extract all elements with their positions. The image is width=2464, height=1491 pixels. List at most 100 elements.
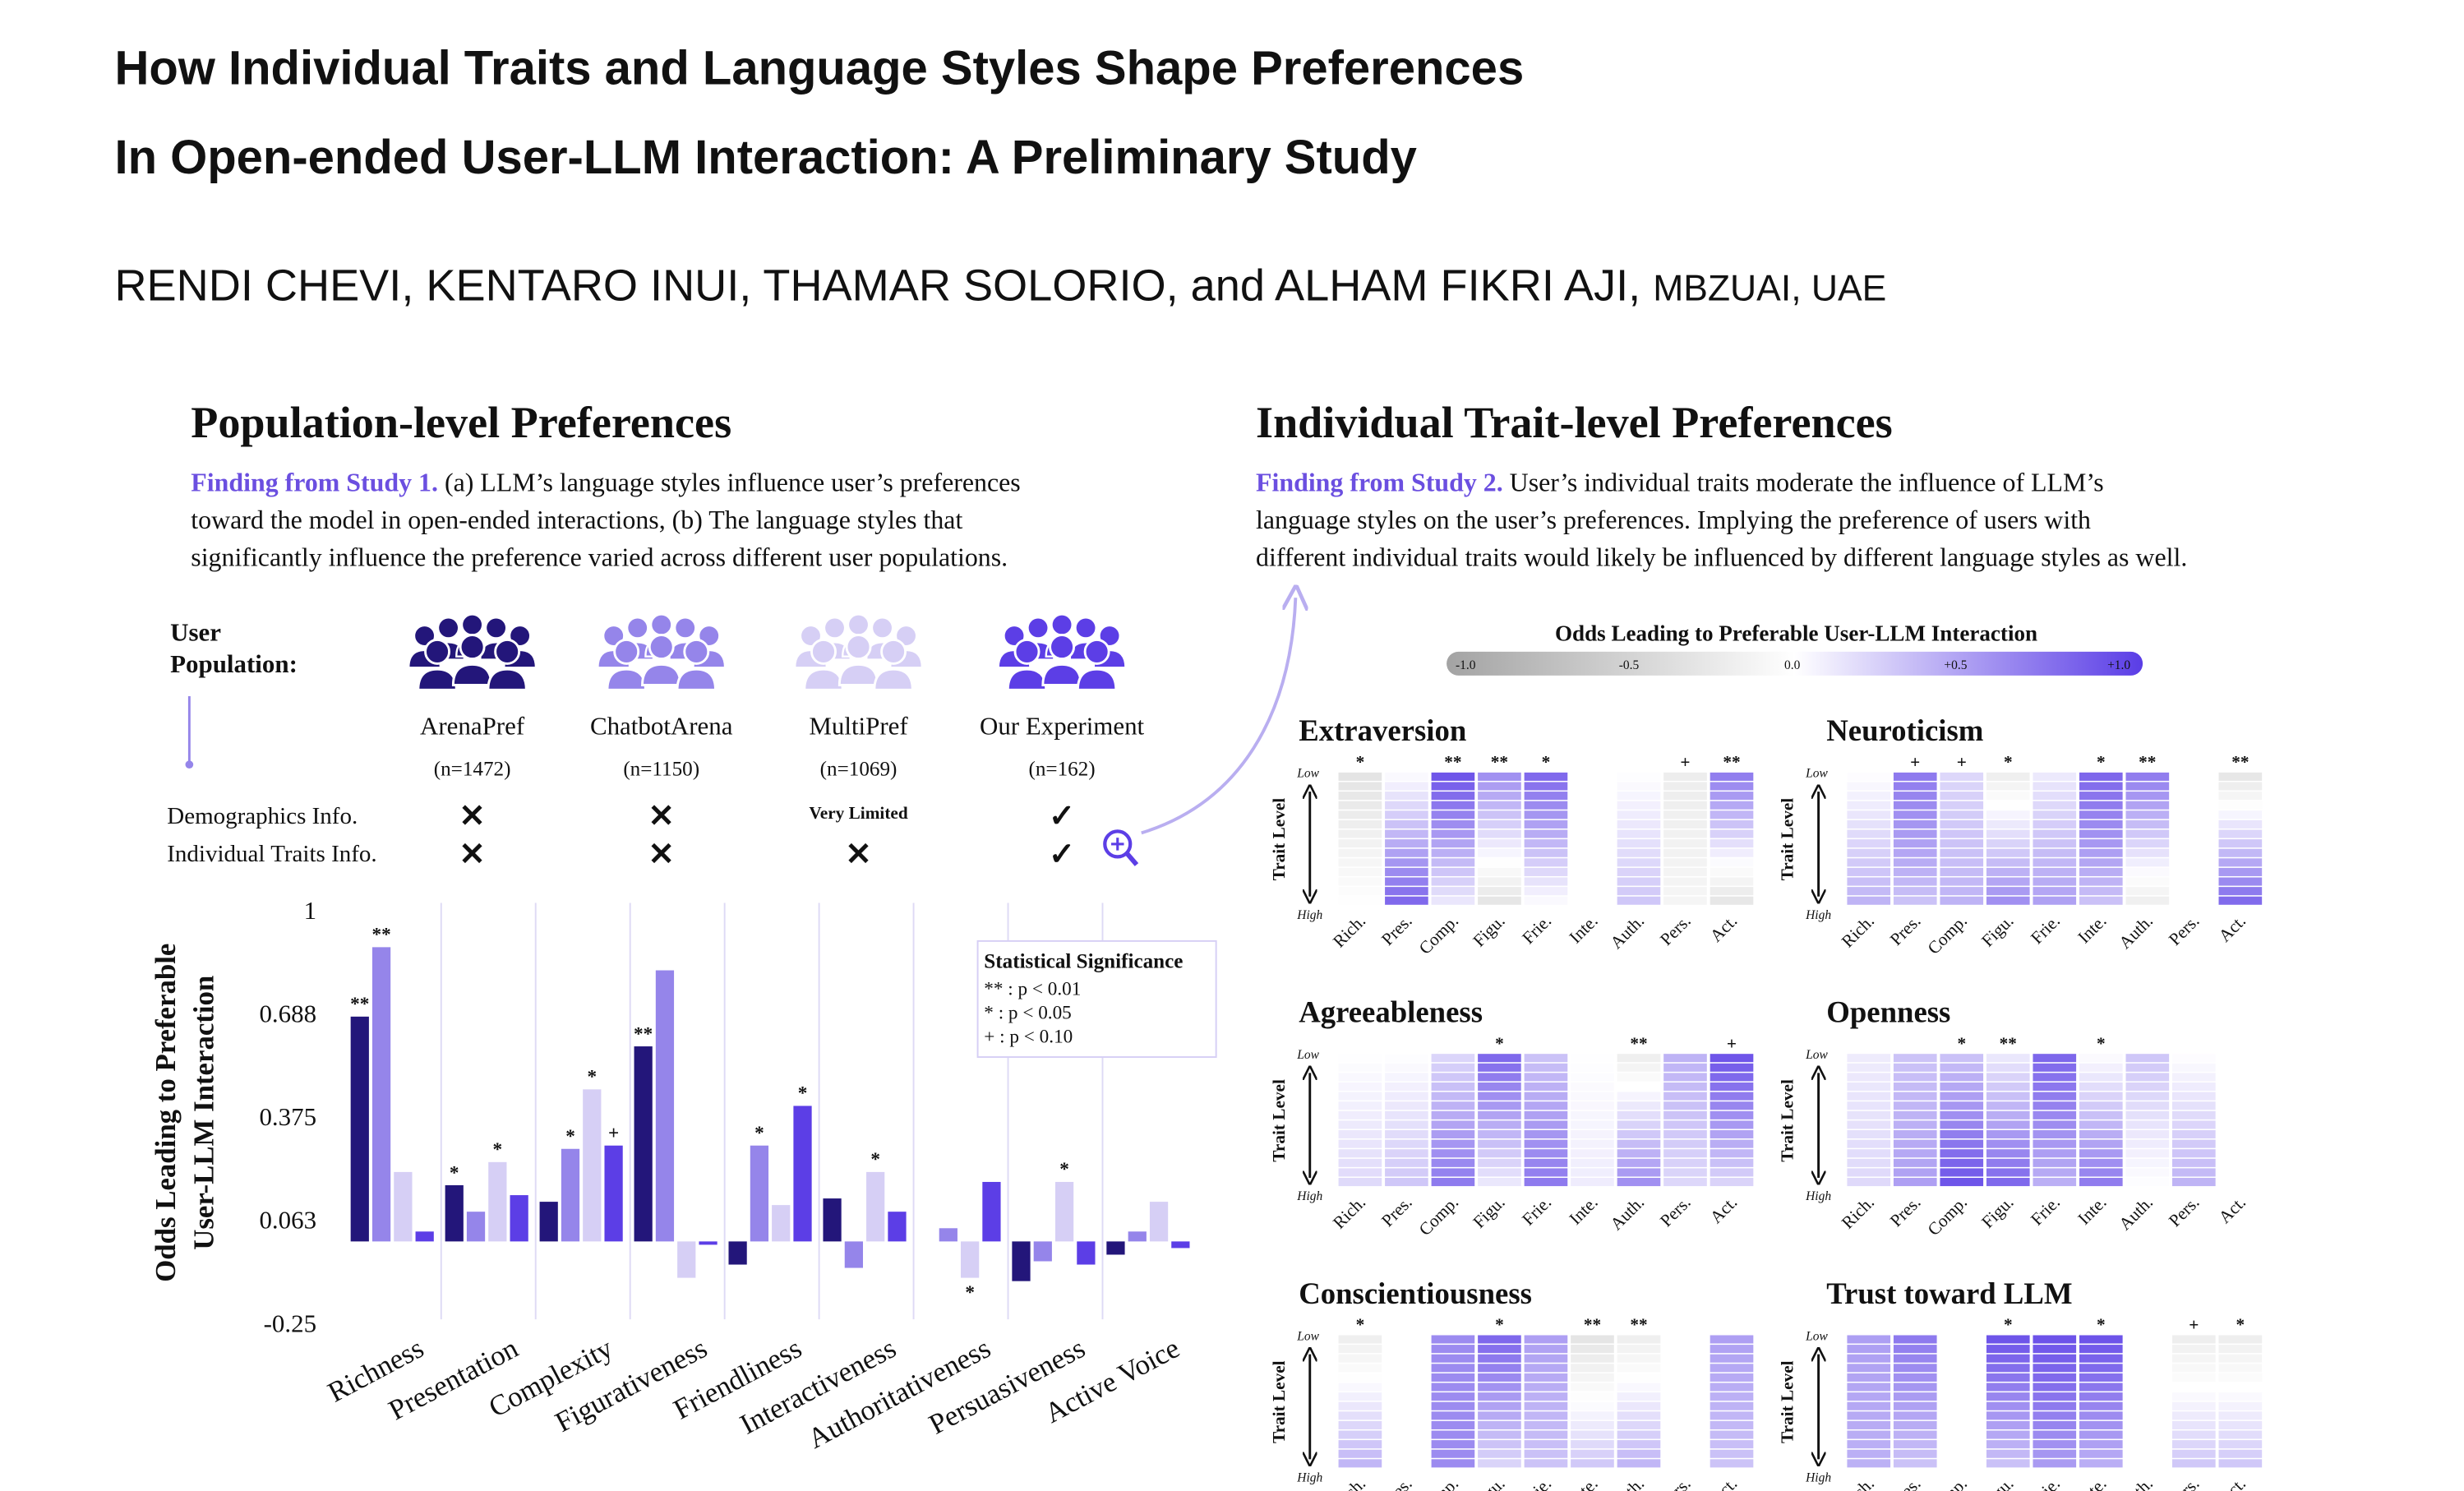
- heat-stripe: [1986, 1364, 2030, 1373]
- heat-stripe: [1571, 1110, 1614, 1119]
- heat-stripe: [1986, 792, 2030, 801]
- heat-stripe: [2172, 839, 2216, 848]
- heat-stripe: [2218, 1178, 2263, 1187]
- heat-stripe: [1893, 810, 1937, 819]
- significance-mark: *: [1542, 752, 1551, 772]
- finding-label: Finding from Study 1.: [191, 469, 438, 497]
- heat-stripe: [1478, 1440, 1521, 1449]
- heat-stripe: [2172, 1101, 2216, 1110]
- heat-stripe: [2079, 1459, 2123, 1468]
- heat-stripe: [2079, 782, 2123, 791]
- population-label: Population:: [170, 649, 298, 678]
- heat-stripe: [1893, 896, 1937, 905]
- heat-stripe: [1940, 848, 1984, 857]
- heat-stripe: [2033, 1149, 2077, 1158]
- heat-stripe: [1893, 1082, 1937, 1092]
- heat-stripe: [1617, 1364, 1661, 1373]
- heat-stripe: [1478, 1364, 1521, 1373]
- heat-stripe: [1571, 867, 1614, 876]
- heat-stripe: [2218, 1459, 2263, 1468]
- heat-stripe: [1893, 1383, 1937, 1392]
- heat-stripe: [1940, 1158, 1984, 1167]
- style-label: Pers.: [2165, 1193, 2203, 1231]
- bar: [1106, 1241, 1125, 1255]
- heat-stripe: [1617, 1383, 1661, 1392]
- heat-stripe: [2125, 1110, 2170, 1119]
- heat-stripe: [1847, 1392, 1891, 1401]
- heat-stripe: [1940, 1168, 1984, 1177]
- bar: [539, 1202, 558, 1242]
- heat-stripe: [1663, 1149, 1707, 1158]
- heat-stripe: [2079, 1401, 2123, 1410]
- heat-stripe: [1571, 839, 1614, 848]
- heat-stripe: [1617, 1139, 1661, 1148]
- heat-stripe: [1710, 1383, 1754, 1392]
- heat-stripe: [2033, 1082, 2077, 1092]
- heat-stripe: [2125, 1054, 2170, 1063]
- trait-axis-label: Trait Level: [1269, 798, 1289, 881]
- heat-stripe: [1663, 810, 1707, 819]
- heat-stripe: [1847, 858, 1891, 867]
- significance-mark: *: [1356, 752, 1365, 772]
- heat-stripe: [1893, 1401, 1937, 1410]
- heat-stripe: [1338, 1430, 1382, 1439]
- style-label: Figu.: [1469, 1474, 1508, 1491]
- heat-stripe: [1385, 1149, 1428, 1158]
- style-label: Comp.: [1924, 1474, 1971, 1491]
- heat-stripe: [1571, 1449, 1614, 1458]
- heat-stripe: [1710, 1101, 1754, 1110]
- heat-stripe: [1847, 1430, 1891, 1439]
- heat-stripe: [1385, 792, 1428, 801]
- heat-stripe: [1940, 819, 1984, 829]
- heat-stripe: [1893, 829, 1937, 838]
- heat-stripe: [2218, 1383, 2263, 1392]
- heat-stripe: [1847, 829, 1891, 838]
- heat-stripe: [2218, 819, 2263, 829]
- heat-stripe: [1847, 867, 1891, 876]
- heat-stripe: [2125, 1449, 2170, 1458]
- heat-stripe: [1893, 792, 1937, 801]
- heat-stripe: [1617, 1120, 1661, 1129]
- heat-stripe: [1847, 801, 1891, 810]
- person-head: [683, 638, 710, 665]
- heat-stripe: [1986, 1440, 2030, 1449]
- heat-stripe: [1940, 1345, 1984, 1354]
- heat-stripe: [1571, 1411, 1614, 1420]
- heat-stripe: [1986, 829, 2030, 838]
- heat-stripe: [1986, 819, 2030, 829]
- heat-stripe: [1524, 1364, 1568, 1373]
- heat-stripe: [1524, 1139, 1568, 1148]
- heat-stripe: [2218, 1373, 2263, 1382]
- heat-stripe: [1431, 801, 1475, 810]
- heat-stripe: [2125, 887, 2170, 896]
- heat-stripe: [2125, 848, 2170, 857]
- style-label: Pres.: [1377, 911, 1416, 949]
- person-head: [823, 616, 847, 639]
- style-label: Figu.: [1469, 1193, 1508, 1232]
- heat-stripe: [1710, 1110, 1754, 1119]
- heat-stripe: [1385, 1373, 1428, 1382]
- heat-stripe: [1940, 1401, 1984, 1410]
- heat-stripe: [1524, 848, 1568, 857]
- person-head: [1050, 613, 1073, 636]
- heat-stripe: [2218, 1149, 2263, 1158]
- heat-stripe: [1524, 792, 1568, 801]
- heat-stripe: [2079, 1168, 2123, 1177]
- heat-stripe: [1524, 867, 1568, 876]
- heat-stripe: [1571, 1383, 1614, 1392]
- style-label: Frie.: [2027, 911, 2064, 948]
- heat-stripe: [1338, 1401, 1382, 1410]
- heat-stripe: [1571, 1168, 1614, 1177]
- heat-stripe: [1524, 1063, 1568, 1072]
- bar: [750, 1145, 769, 1242]
- heat-stripe: [1940, 1092, 1984, 1101]
- heat-stripe: [1338, 877, 1382, 886]
- heat-stripe: [2079, 801, 2123, 810]
- heat-stripe: [1431, 792, 1475, 801]
- trait-axis-label: Trait Level: [1778, 1360, 1797, 1443]
- heat-stripe: [2079, 1383, 2123, 1392]
- trait-title: Neuroticism: [1826, 713, 1983, 747]
- bar: [394, 1171, 413, 1242]
- heat-stripe: [2218, 1120, 2263, 1129]
- bar: [371, 947, 391, 1242]
